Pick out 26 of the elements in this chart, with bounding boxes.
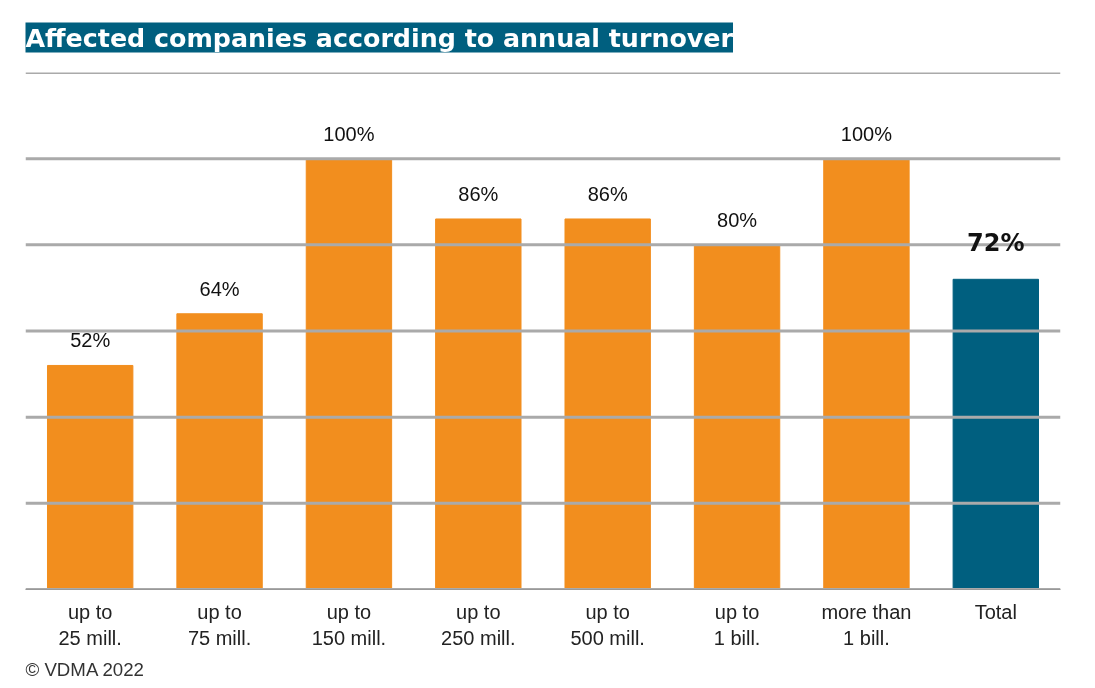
- bar: [435, 218, 522, 590]
- data-label: 86%: [458, 182, 499, 205]
- bar: [693, 244, 781, 590]
- bar: [305, 158, 393, 590]
- data-label: 86%: [587, 182, 628, 205]
- bar: [823, 158, 910, 590]
- x-tick-label: up to 250 mill.: [441, 600, 516, 649]
- x-tick-label: up to 75 mill.: [187, 600, 252, 649]
- data-label: 80%: [717, 208, 758, 231]
- x-tick-label: Total: [974, 600, 1017, 623]
- x-tick-label: more than 1 bill.: [821, 600, 912, 649]
- chart-title: Affected companies according to annual turnover: [25, 22, 734, 53]
- bar: [952, 278, 1040, 590]
- x-tick-label: up to 25 mill.: [58, 600, 122, 649]
- x-tick-label: up to 1 bill.: [713, 600, 761, 649]
- data-label: 52%: [70, 329, 111, 352]
- text: © VDMA 2022: [25, 658, 144, 680]
- x-tick-label: up to 500 mill.: [570, 600, 645, 649]
- bar: [564, 218, 651, 590]
- data-label: 100%: [840, 122, 893, 145]
- bar: [46, 364, 134, 590]
- bar: [176, 313, 263, 590]
- data-label: 72%: [967, 229, 1025, 258]
- data-label: 64%: [199, 277, 240, 300]
- data-label: 100%: [323, 122, 375, 145]
- x-tick-label: up to 150 mill.: [311, 600, 387, 649]
